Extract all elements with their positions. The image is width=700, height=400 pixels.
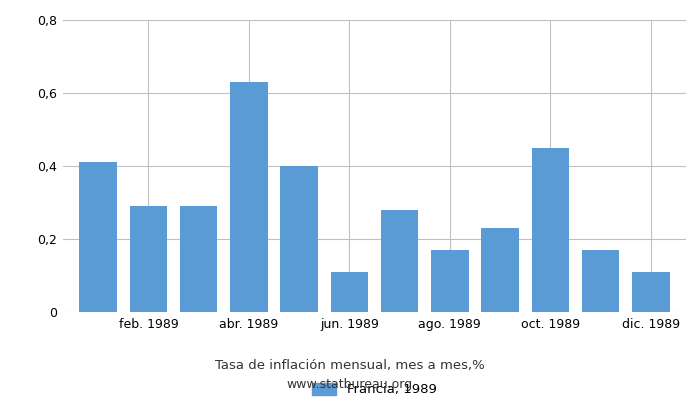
Bar (381, 210, 419, 312)
Bar (130, 206, 167, 312)
Bar (79, 162, 117, 312)
Bar (531, 148, 569, 312)
Legend: Francia, 1989: Francia, 1989 (312, 383, 437, 396)
Bar (180, 206, 218, 312)
Bar (330, 272, 368, 312)
Bar (482, 228, 519, 312)
Bar (632, 272, 670, 312)
Bar (230, 82, 267, 312)
Bar (280, 166, 318, 312)
Bar (431, 250, 469, 312)
Text: www.statbureau.org: www.statbureau.org (287, 378, 413, 391)
Text: Tasa de inflación mensual, mes a mes,%: Tasa de inflación mensual, mes a mes,% (215, 360, 485, 372)
Bar (582, 250, 620, 312)
